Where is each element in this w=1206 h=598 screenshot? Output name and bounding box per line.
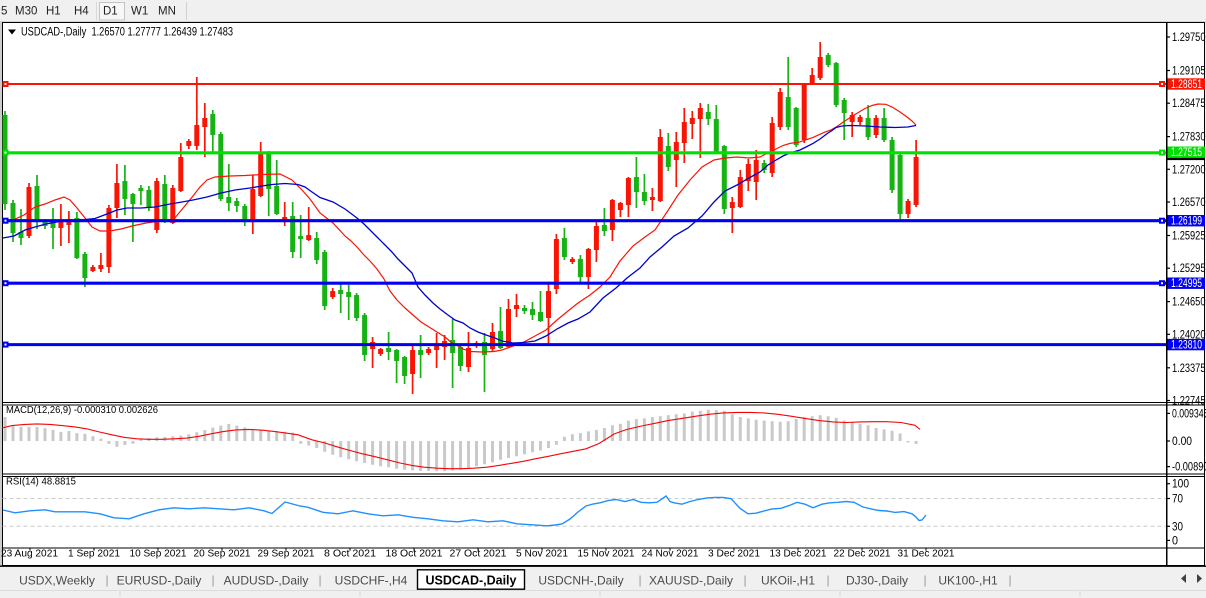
svg-text:|: |: [105, 573, 108, 587]
svg-text:15 Nov 2021: 15 Nov 2021: [578, 548, 635, 560]
svg-text:1.29105: 1.29105: [1172, 66, 1206, 78]
svg-text:70: 70: [1172, 494, 1183, 506]
svg-text:10 Sep 2021: 10 Sep 2021: [130, 548, 187, 560]
svg-text:1.25925: 1.25925: [1172, 231, 1206, 243]
svg-text:100: 100: [1172, 479, 1189, 491]
svg-text:M30: M30: [15, 6, 37, 18]
svg-text:|: |: [923, 573, 926, 587]
svg-text:27 Oct 2021: 27 Oct 2021: [450, 548, 507, 560]
svg-text:1.24650: 1.24650: [1172, 297, 1206, 309]
svg-text:5: 5: [1, 6, 7, 18]
svg-text:MN: MN: [158, 6, 176, 18]
svg-text:31 Dec 2021: 31 Dec 2021: [898, 548, 955, 560]
svg-text:0.009345: 0.009345: [1172, 408, 1206, 420]
svg-text:1.24995: 1.24995: [1171, 278, 1202, 290]
svg-text:XAUUSD-,Daily: XAUUSD-,Daily: [649, 574, 733, 588]
svg-text:DJ30-,Daily: DJ30-,Daily: [846, 574, 908, 588]
svg-text:USDCAD-,Daily: USDCAD-,Daily: [426, 574, 517, 588]
svg-text:|: |: [826, 573, 829, 587]
svg-text:0.00: 0.00: [1172, 436, 1192, 448]
svg-text:D1: D1: [103, 6, 118, 18]
svg-text:H1: H1: [46, 6, 61, 18]
svg-text:1.26570: 1.26570: [1172, 197, 1206, 209]
svg-text:1.27200: 1.27200: [1172, 164, 1206, 176]
svg-text:18 Oct 2021: 18 Oct 2021: [386, 548, 443, 560]
svg-text:|: |: [638, 573, 641, 587]
svg-text:UKOil-,H1: UKOil-,H1: [761, 574, 815, 588]
svg-text:1.29750: 1.29750: [1172, 32, 1206, 44]
svg-text:1.28851: 1.28851: [1171, 79, 1202, 91]
svg-text:30: 30: [1172, 521, 1183, 533]
svg-text:1.23375: 1.23375: [1172, 363, 1206, 375]
svg-text:24 Nov 2021: 24 Nov 2021: [642, 548, 699, 560]
svg-text:USDX,Weekly: USDX,Weekly: [19, 574, 95, 588]
svg-text:MACD(12,26,9) -0.000310 0.0026: MACD(12,26,9) -0.000310 0.002626: [6, 404, 158, 416]
svg-text:22 Dec 2021: 22 Dec 2021: [834, 548, 891, 560]
svg-text:20 Sep 2021: 20 Sep 2021: [194, 548, 251, 560]
svg-text:1.22745: 1.22745: [1172, 396, 1206, 408]
svg-text:|: |: [318, 573, 321, 587]
svg-text:0: 0: [1172, 535, 1178, 547]
svg-text:1.27830: 1.27830: [1172, 132, 1206, 144]
svg-text:13 Dec 2021: 13 Dec 2021: [770, 548, 827, 560]
svg-text:RSI(14) 48.8815: RSI(14) 48.8815: [6, 476, 76, 488]
svg-text:-0.00890: -0.00890: [1172, 462, 1206, 474]
svg-text:|: |: [211, 573, 214, 587]
svg-text:UK100-,H1: UK100-,H1: [938, 574, 998, 588]
svg-text:USDCHF-,H4: USDCHF-,H4: [335, 574, 408, 588]
svg-text:29 Sep 2021: 29 Sep 2021: [258, 548, 315, 560]
svg-text:5 Nov 2021: 5 Nov 2021: [516, 548, 568, 560]
svg-text:1.24020: 1.24020: [1172, 329, 1206, 341]
svg-text:3 Dec 2021: 3 Dec 2021: [708, 548, 760, 560]
svg-text:1.25295: 1.25295: [1172, 263, 1206, 275]
svg-text:1.26199: 1.26199: [1171, 216, 1202, 228]
svg-text:EURUSD-,Daily: EURUSD-,Daily: [117, 574, 202, 588]
svg-text:W1: W1: [131, 6, 148, 18]
svg-text:AUDUSD-,Daily: AUDUSD-,Daily: [224, 574, 309, 588]
svg-text:23 Aug 2021: 23 Aug 2021: [1, 548, 58, 560]
svg-text:1 Sep 2021: 1 Sep 2021: [68, 548, 120, 560]
svg-text:|: |: [743, 573, 746, 587]
svg-text:1.23810: 1.23810: [1171, 340, 1202, 352]
svg-text:8 Oct 2021: 8 Oct 2021: [324, 548, 376, 560]
svg-text:USDCAD-,Daily 1.26570 1.27777: USDCAD-,Daily 1.26570 1.27777 1.26439 1.…: [21, 27, 233, 39]
svg-text:1.28475: 1.28475: [1172, 98, 1206, 110]
svg-text:|: |: [1008, 573, 1011, 587]
svg-text:H4: H4: [74, 6, 89, 18]
svg-text:1.27515: 1.27515: [1171, 147, 1202, 159]
svg-text:USDCNH-,Daily: USDCNH-,Daily: [538, 574, 623, 588]
